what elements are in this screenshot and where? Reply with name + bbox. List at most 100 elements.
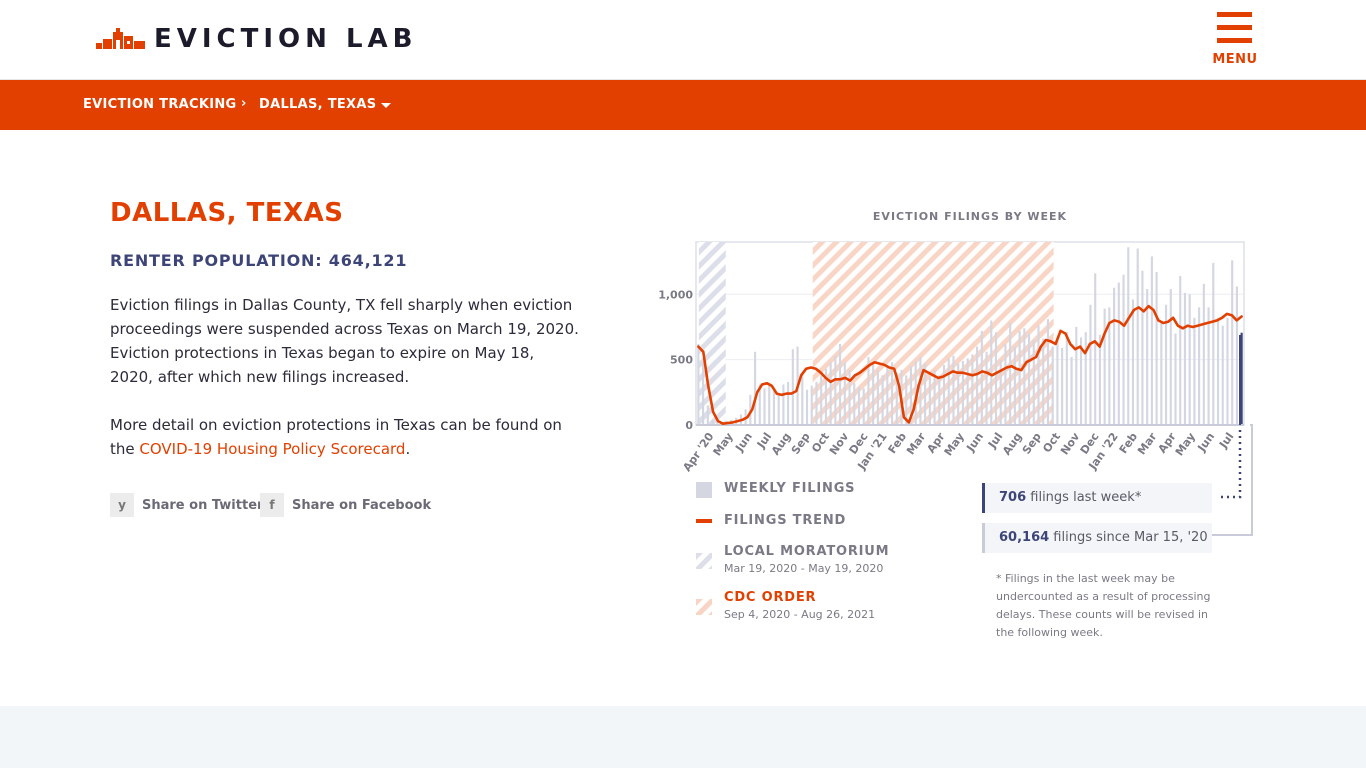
x-tick-label: Feb	[1117, 430, 1141, 456]
logo-text: EVICTION LAB	[154, 24, 418, 54]
filing-bar	[1051, 346, 1054, 425]
filing-bar	[1023, 328, 1026, 425]
filing-bar	[1240, 332, 1243, 425]
filing-bar	[1174, 333, 1177, 425]
caret-down-icon[interactable]	[381, 103, 391, 108]
x-tick-label: Aug	[1000, 430, 1025, 457]
x-tick-label: Nov	[827, 430, 852, 458]
filing-bar	[1103, 308, 1106, 425]
x-tick-label: May	[711, 430, 736, 458]
filing-bar	[1193, 317, 1196, 425]
filing-bar	[966, 358, 969, 425]
filing-bar	[1207, 307, 1210, 425]
menu-button[interactable]: MENU	[1212, 12, 1258, 70]
filing-bar	[976, 346, 979, 425]
filing-bar	[1061, 347, 1064, 425]
filing-bar	[815, 381, 818, 425]
breadcrumb: EVICTION TRACKING › DALLAS, TEXAS	[0, 80, 1366, 130]
x-tick-label: Jun	[1195, 430, 1218, 454]
filing-bar	[933, 370, 936, 425]
filing-bar	[1009, 323, 1012, 425]
share-facebook-button[interactable]: f Share on Facebook	[260, 493, 431, 517]
legend-hatch-cdc-icon	[696, 599, 712, 615]
filing-bar	[853, 383, 856, 425]
filing-bar	[990, 320, 993, 425]
filing-bar	[843, 362, 846, 425]
filing-bar	[1056, 337, 1059, 425]
menu-label: MENU	[1212, 52, 1258, 67]
breadcrumb-location-select[interactable]: DALLAS, TEXAS	[259, 97, 377, 112]
filing-bar	[1231, 260, 1234, 425]
filing-bar	[942, 364, 946, 425]
filing-bar	[749, 394, 752, 425]
x-tick-label: Jun	[964, 430, 987, 454]
filing-bar	[1188, 294, 1191, 425]
filing-bar	[716, 421, 719, 425]
filing-bar	[872, 362, 875, 425]
filing-bar	[1136, 248, 1139, 425]
filing-bar	[905, 375, 908, 425]
filing-bar	[1094, 273, 1097, 425]
filing-bar	[697, 343, 700, 425]
filing-bar	[711, 419, 714, 425]
filing-bar	[1235, 286, 1238, 425]
filing-bar	[1098, 334, 1101, 425]
stat-since-value: 60,164	[999, 530, 1050, 545]
legend-cdc-order-range: Sep 4, 2020 - Aug 26, 2021	[724, 608, 876, 621]
filing-bar	[777, 393, 780, 425]
filing-bar	[947, 358, 950, 425]
filing-bar	[753, 351, 757, 425]
stat-last-week: 706 filings last week*	[982, 483, 1212, 513]
filing-bar	[801, 375, 804, 425]
filing-bar	[805, 389, 809, 425]
filing-bar	[1122, 274, 1125, 425]
facebook-icon: f	[260, 493, 284, 517]
filing-bar	[867, 357, 870, 425]
eviction-lab-logo[interactable]: EVICTION LAB	[96, 26, 417, 52]
houses-logo-icon	[96, 28, 145, 49]
share-facebook-label: Share on Facebook	[292, 497, 432, 513]
filing-bar	[1160, 321, 1163, 425]
stat-last-week-text: filings last week*	[1026, 490, 1142, 505]
filing-bar	[1131, 299, 1135, 425]
filing-bar	[1027, 333, 1031, 425]
filing-bar	[1146, 289, 1149, 425]
chart-title: EVICTION FILINGS BY WEEK	[872, 210, 1068, 223]
x-tick-label: Mar	[904, 430, 929, 457]
filing-bar	[834, 355, 837, 425]
filing-bar	[1198, 307, 1201, 425]
filing-bar	[1117, 282, 1120, 425]
filing-bar	[1150, 256, 1153, 425]
filing-bar	[791, 349, 794, 425]
filing-bar	[706, 405, 709, 425]
scorecard-suffix: .	[405, 440, 411, 458]
page-title: DALLAS, TEXAS	[110, 198, 344, 228]
filing-bar	[938, 375, 941, 425]
legend-weekly-filings-label: WEEKLY FILINGS	[724, 481, 856, 496]
legend-square-icon	[696, 482, 712, 498]
filing-bar	[1013, 346, 1016, 425]
legend-cdc-order-label: CDC ORDER	[724, 590, 817, 605]
filing-bar	[1004, 343, 1007, 425]
description-paragraph: Eviction filings in Dallas County, TX fe…	[110, 296, 579, 386]
filing-bar	[824, 368, 827, 425]
breadcrumb-eviction-tracking[interactable]: EVICTION TRACKING	[83, 97, 237, 112]
filing-bar	[1079, 337, 1083, 425]
filing-bar	[957, 363, 960, 425]
share-twitter-button[interactable]: y Share on Twitter	[110, 493, 263, 517]
filing-bar	[980, 330, 983, 425]
filing-bar	[961, 360, 964, 425]
x-tick-label: May	[942, 430, 967, 458]
scorecard-link[interactable]: COVID-19 Housing Policy Scorecard	[139, 440, 406, 458]
footer-band	[0, 706, 1366, 768]
filing-bar	[782, 384, 785, 425]
filing-bar	[1032, 340, 1035, 425]
filing-bar	[1221, 325, 1224, 425]
filing-bar	[886, 366, 889, 425]
filing-bar	[702, 362, 705, 425]
footnote: * Filings in the last week may be underc…	[996, 572, 1211, 639]
y-tick-label: 500	[670, 354, 693, 367]
filing-bar	[768, 385, 771, 425]
filing-bar	[1202, 283, 1205, 425]
filing-bar	[820, 375, 823, 425]
